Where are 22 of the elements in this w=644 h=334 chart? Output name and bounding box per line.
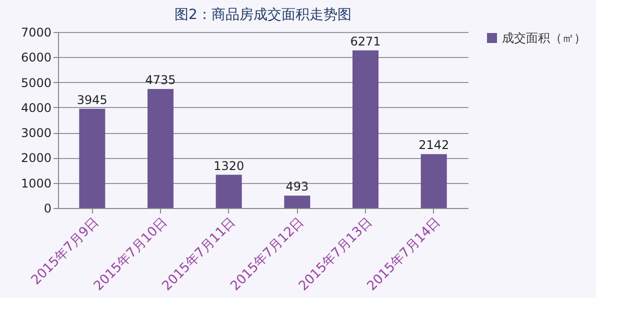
bar — [79, 108, 106, 208]
chart-title: 图2：商品房成交面积走势图 — [174, 7, 352, 23]
bar — [284, 196, 310, 208]
bar — [352, 50, 378, 208]
bar — [148, 88, 174, 208]
y-tick-label: 7000 — [20, 26, 52, 40]
data-label: 3945 — [76, 92, 108, 107]
data-label: 493 — [286, 180, 309, 194]
y-tick-label: 4000 — [20, 100, 52, 115]
y-tick-label: 6000 — [20, 50, 52, 65]
bar — [420, 154, 447, 208]
data-label: 4735 — [145, 72, 176, 87]
y-tick-label: 3000 — [20, 126, 52, 140]
data-label: 2142 — [418, 138, 450, 152]
legend-label: 成交面积（㎡） — [502, 31, 586, 45]
data-label: 1320 — [214, 158, 244, 173]
y-tick-label: 5000 — [20, 76, 52, 90]
y-tick-label: 0 — [44, 202, 52, 216]
y-tick-label: 1000 — [20, 176, 52, 190]
y-tick-label: 2000 — [20, 151, 52, 166]
data-label: 6271 — [350, 34, 381, 48]
bar — [216, 174, 242, 208]
